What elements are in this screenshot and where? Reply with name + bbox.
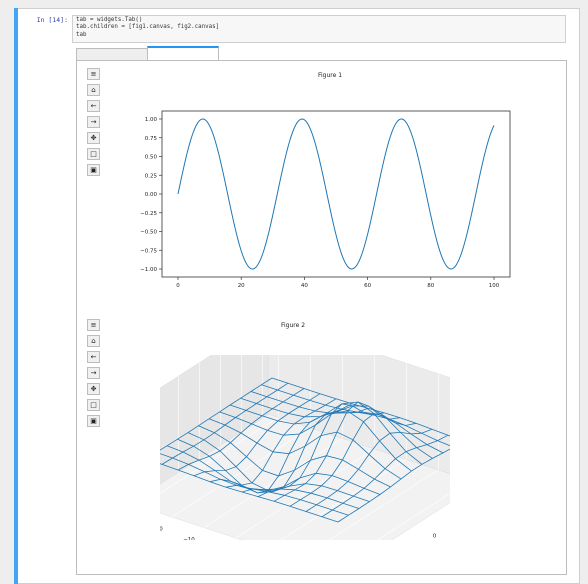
forward-arrow-icon[interactable]: → xyxy=(87,116,100,128)
save-icon[interactable]: ▣ xyxy=(87,415,100,427)
figure-1-title: Figure 1 xyxy=(317,72,343,79)
y-tick-label: 0.50 xyxy=(145,155,158,161)
x-tick-label: 80 xyxy=(427,283,434,289)
figure-2-canvas[interactable]: −30−20−1001020303020100−10−20−3080604020… xyxy=(160,355,450,540)
menu-icon[interactable]: ≡ xyxy=(87,68,100,80)
plot-frame xyxy=(161,110,511,278)
grid-line xyxy=(203,355,343,528)
sine-series-line xyxy=(177,118,495,270)
code-line: tab = widgets.Tab() xyxy=(76,17,143,23)
home-icon[interactable]: ⌂ xyxy=(87,335,100,347)
code-editor[interactable]: tab = widgets.Tab() tab.children = [fig1… xyxy=(72,15,566,43)
x-tick-label: 40 xyxy=(301,283,308,289)
back-arrow-icon[interactable]: ← xyxy=(87,351,100,363)
grid-line xyxy=(328,373,439,540)
grid-line xyxy=(376,493,450,540)
back-arrow-icon[interactable]: ← xyxy=(87,100,100,112)
grid-line xyxy=(235,355,375,539)
wireframe-line xyxy=(166,445,360,509)
x-tick-label: 100 xyxy=(489,283,500,289)
pan-move-icon[interactable]: ✥ xyxy=(87,383,100,395)
y-tick-label: 0.00 xyxy=(145,192,158,198)
wireframe-line xyxy=(160,463,339,523)
y-tick-label: −0.25 xyxy=(140,211,157,217)
grid-line xyxy=(160,355,279,494)
wireframe-line xyxy=(337,448,450,523)
figure-2-title: Figure 2 xyxy=(280,322,306,329)
y-tick-label: 0 xyxy=(433,533,437,539)
x-tick-label: −20 xyxy=(160,526,163,532)
figure-1-canvas[interactable]: 1.00 0.75 0.50 0.25 0.00 −0.25 −0.50 −0.75 −1.00… xyxy=(120,105,520,295)
back-pane xyxy=(268,355,450,474)
zoom-rect-icon[interactable]: □ xyxy=(87,148,100,160)
home-icon[interactable]: ⌂ xyxy=(87,84,100,96)
save-icon[interactable]: ▣ xyxy=(87,164,100,176)
code-line: tab.children = [fig1.canvas, fig2.canvas… xyxy=(76,24,220,31)
wireframe-line xyxy=(160,453,349,516)
x-tick-label: −10 xyxy=(183,537,195,540)
code-line: tab xyxy=(76,31,87,38)
y-tick-label: 1.00 xyxy=(145,117,158,123)
y-tick-label: −1.00 xyxy=(140,267,157,273)
x-tick-label: 0 xyxy=(176,283,180,289)
y-tick-label: −0.75 xyxy=(140,248,157,254)
menu-icon[interactable]: ≡ xyxy=(87,319,100,331)
grid-line xyxy=(280,363,407,540)
tab-bar xyxy=(76,46,566,62)
forward-arrow-icon[interactable]: → xyxy=(87,367,100,379)
zoom-rect-icon[interactable]: □ xyxy=(87,399,100,411)
y-tick-label: −0.50 xyxy=(140,230,157,236)
x-tick-label: 60 xyxy=(364,283,371,289)
pan-move-icon[interactable]: ✥ xyxy=(87,132,100,144)
wireframe-line xyxy=(321,434,449,518)
tab-figure-2[interactable] xyxy=(147,46,219,62)
cell-selection-bar xyxy=(14,8,18,584)
cell-prompt: In [14]: xyxy=(36,16,68,24)
y-tick-label: 0.75 xyxy=(145,136,158,142)
x-tick-label: 20 xyxy=(238,283,245,289)
y-tick-label: 0.25 xyxy=(145,173,158,179)
